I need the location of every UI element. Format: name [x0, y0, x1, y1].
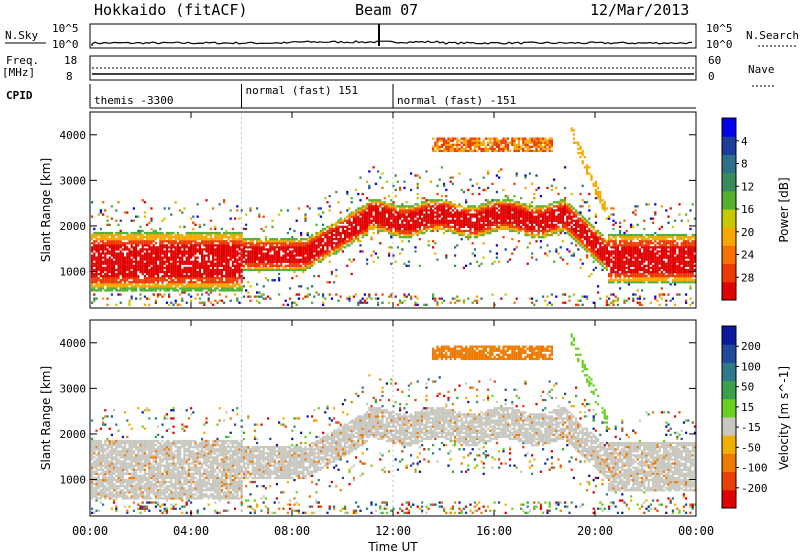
colorbar-tick: -200 [741, 482, 768, 495]
freq-left-tick-top: 18 [64, 54, 77, 67]
yaxis-tick: 2000 [60, 428, 87, 441]
colorbar-tick: 24 [741, 249, 755, 262]
noise-panel: N.Sky 10^5 10^0 10^5 10^0 N.Search [5, 22, 799, 51]
colorbar-tick: 50 [741, 381, 754, 394]
colorbar-tick: -15 [741, 421, 761, 434]
colorbar-tick: -100 [741, 462, 768, 475]
colorbar-tick: 12 [741, 180, 754, 193]
xaxis-tick: 20:00 [577, 524, 613, 538]
colorbar-swatch [722, 209, 736, 228]
station-title: Hokkaido (fitACF) [94, 1, 248, 19]
colorbar-swatch [722, 118, 736, 137]
noise-left-tick-top: 10^5 [52, 22, 79, 35]
velocity-ylabel: Slant Range [km] [39, 366, 53, 470]
xaxis-tick: 00:00 [678, 524, 714, 538]
yaxis-tick: 1000 [60, 266, 87, 279]
power-cbar-label: Power [dB] [777, 177, 791, 242]
xaxis-tick: 12:00 [375, 524, 411, 538]
noise-right-tick-top: 10^5 [706, 22, 733, 35]
xaxis-tick: 00:00 [72, 524, 108, 538]
colorbar-swatch [722, 398, 736, 418]
colorbar-swatch [722, 281, 736, 301]
xaxis-tick: 16:00 [476, 524, 512, 538]
cpid-segment: themis -3300 [94, 94, 173, 107]
yaxis-tick: 1000 [60, 474, 87, 487]
colorbar-swatch [722, 435, 736, 454]
velocity-panel: 1000 2000 3000 4000 Slant Range [km] 200 100… [39, 319, 791, 517]
xaxis-tick: 08:00 [274, 524, 310, 538]
freq-label-1: Freq. [6, 54, 39, 67]
colorbar-tick: 4 [741, 135, 748, 148]
xaxis-tick: 04:00 [173, 524, 209, 538]
colorbar-tick: 16 [741, 203, 754, 216]
yaxis-tick: 2000 [60, 220, 87, 233]
colorbar-swatch [722, 489, 736, 509]
colorbar-swatch [722, 417, 736, 436]
cpid-segment: normal (fast) -151 [397, 94, 516, 107]
colorbar-swatch [722, 154, 736, 174]
colorbar-swatch [722, 245, 736, 265]
velocity-cbar-label: Velocity [m s^-1] [777, 366, 791, 470]
colorbar-tick: 20 [741, 226, 754, 239]
date-title: 12/Mar/2013 [590, 1, 689, 19]
power-panel: 1000 2000 3000 4000 Slant Range [km] 4 8 12 16… [39, 111, 791, 309]
power-ylabel: Slant Range [km] [39, 158, 53, 262]
cpid-label: CPID [6, 89, 33, 102]
beam-title: Beam 07 [355, 1, 418, 19]
nave-label: Nave [748, 63, 775, 76]
colorbar-swatch [722, 326, 736, 345]
freq-right-tick-bottom: 0 [708, 70, 715, 83]
colorbar-swatch [722, 471, 736, 491]
xaxis-label: Time UT [367, 540, 418, 554]
colorbar-swatch [722, 453, 736, 473]
colorbar-swatch [722, 172, 736, 192]
colorbar-swatch [722, 263, 736, 283]
colorbar-swatch [722, 380, 736, 400]
colorbar-swatch [722, 136, 736, 155]
noise-right-tick-bottom: 10^0 [706, 38, 733, 51]
colorbar-swatch [722, 344, 736, 363]
freq-panel: Freq. [MHz] 18 8 60 0 Nave [2, 54, 776, 87]
colorbar-tick: 100 [741, 360, 761, 373]
yaxis-tick: 4000 [60, 337, 87, 350]
freq-label-2: [MHz] [2, 66, 35, 79]
noise-left-tick-bottom: 10^0 [52, 38, 79, 51]
cpid-row: CPID themis -3300 normal (fast) 151 normal… [6, 84, 696, 109]
colorbar-tick: 28 [741, 271, 754, 284]
noise-trace [91, 40, 693, 46]
freq-left-tick-bottom: 8 [66, 70, 73, 83]
yaxis-tick: 3000 [60, 382, 87, 395]
noise-left-label: N.Sky [5, 29, 38, 42]
colorbar-tick: 200 [741, 340, 761, 353]
colorbar-swatch [722, 190, 736, 210]
cpid-segment: normal (fast) 151 [246, 84, 359, 97]
yaxis-tick: 3000 [60, 174, 87, 187]
colorbar-tick: -50 [741, 441, 761, 454]
colorbar-swatch [722, 362, 736, 382]
colorbar-tick: 8 [741, 158, 748, 171]
yaxis-tick: 4000 [60, 129, 87, 142]
freq-right-tick-top: 60 [708, 54, 721, 67]
colorbar-tick: 15 [741, 401, 754, 414]
colorbar-swatch [722, 227, 736, 246]
noise-right-label: N.Search [746, 29, 799, 42]
